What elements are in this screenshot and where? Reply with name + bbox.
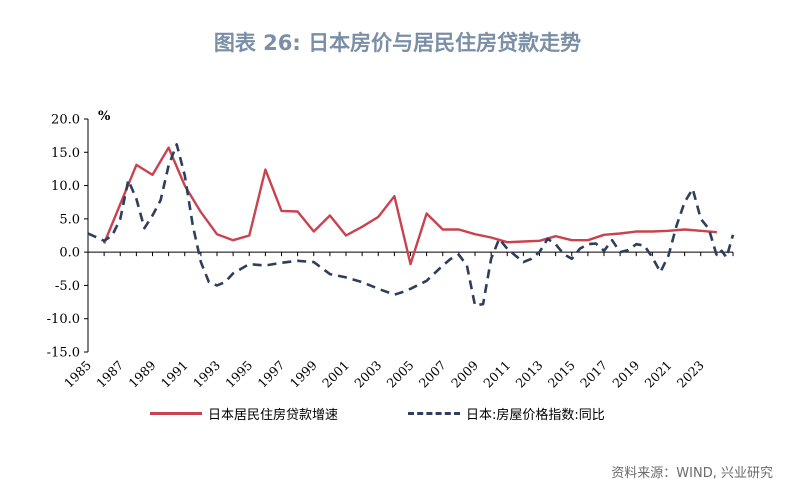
x-tick-label: 2009	[448, 357, 481, 390]
y-tick-label: 5.0	[59, 212, 80, 227]
legend-item-house-price: 日本:房屋价格指数:同比	[408, 404, 605, 423]
x-tick-label: 1989	[126, 357, 159, 390]
line-chart: 20.015.010.05.00.0-5.0-10.0-15.0%1985 198…	[47, 109, 735, 391]
y-tick-label: -10.0	[47, 312, 80, 327]
y-tick-label: 10.0	[51, 179, 80, 194]
x-tick-label: 1987	[93, 357, 126, 390]
x-tick-label: 2019	[609, 357, 642, 390]
y-tick-label: 20.0	[51, 113, 80, 128]
x-tick-label: 1999	[287, 357, 320, 390]
x-tick-label: 2003	[351, 357, 384, 390]
x-tick-label: 2005	[384, 358, 417, 391]
y-tick-label: 15.0	[51, 146, 80, 161]
chart-title: 图表 26: 日本房价与居民住房贷款走势	[213, 31, 582, 55]
y-tick-label: -5.0	[55, 279, 80, 294]
x-tick-label: 2011	[480, 358, 513, 391]
y-tick-label: -15.0	[47, 346, 80, 361]
y-tick-label: 0.0	[59, 246, 80, 261]
legend-swatch-dashed	[408, 412, 460, 415]
x-tick-label: 2013	[513, 357, 546, 390]
legend-item-loan-growth: 日本居民住房贷款增速	[150, 404, 338, 423]
x-tick-label: 2015	[545, 358, 578, 391]
x-tick-label: 1993	[190, 357, 223, 390]
x-tick-label: 1985	[61, 358, 94, 391]
series-line-loan-growth	[102, 146, 718, 266]
legend-swatch-solid	[150, 412, 202, 415]
legend-label-loan-growth: 日本居民住房贷款增速	[208, 408, 339, 423]
legend-label-house-price: 日本:房屋价格指数:同比	[466, 408, 605, 423]
source-note: 资料来源：WIND, 兴业研究	[611, 466, 773, 481]
x-tick-label: 1997	[255, 357, 288, 390]
x-tick-label: 2017	[577, 357, 610, 390]
series-line-house-price	[87, 143, 735, 307]
x-tick-label: 1995	[222, 358, 255, 391]
x-tick-label: 2001	[319, 358, 352, 391]
x-tick-label: 2023	[674, 357, 707, 390]
x-tick-label: 2021	[642, 358, 675, 391]
x-tick-label: 2007	[416, 357, 449, 390]
x-tick-label: 1991	[158, 358, 191, 391]
y-unit-label: %	[98, 109, 111, 124]
series-layer	[87, 143, 735, 307]
axes: 20.015.010.05.00.0-5.0-10.0-15.0%1985 198…	[47, 109, 734, 391]
